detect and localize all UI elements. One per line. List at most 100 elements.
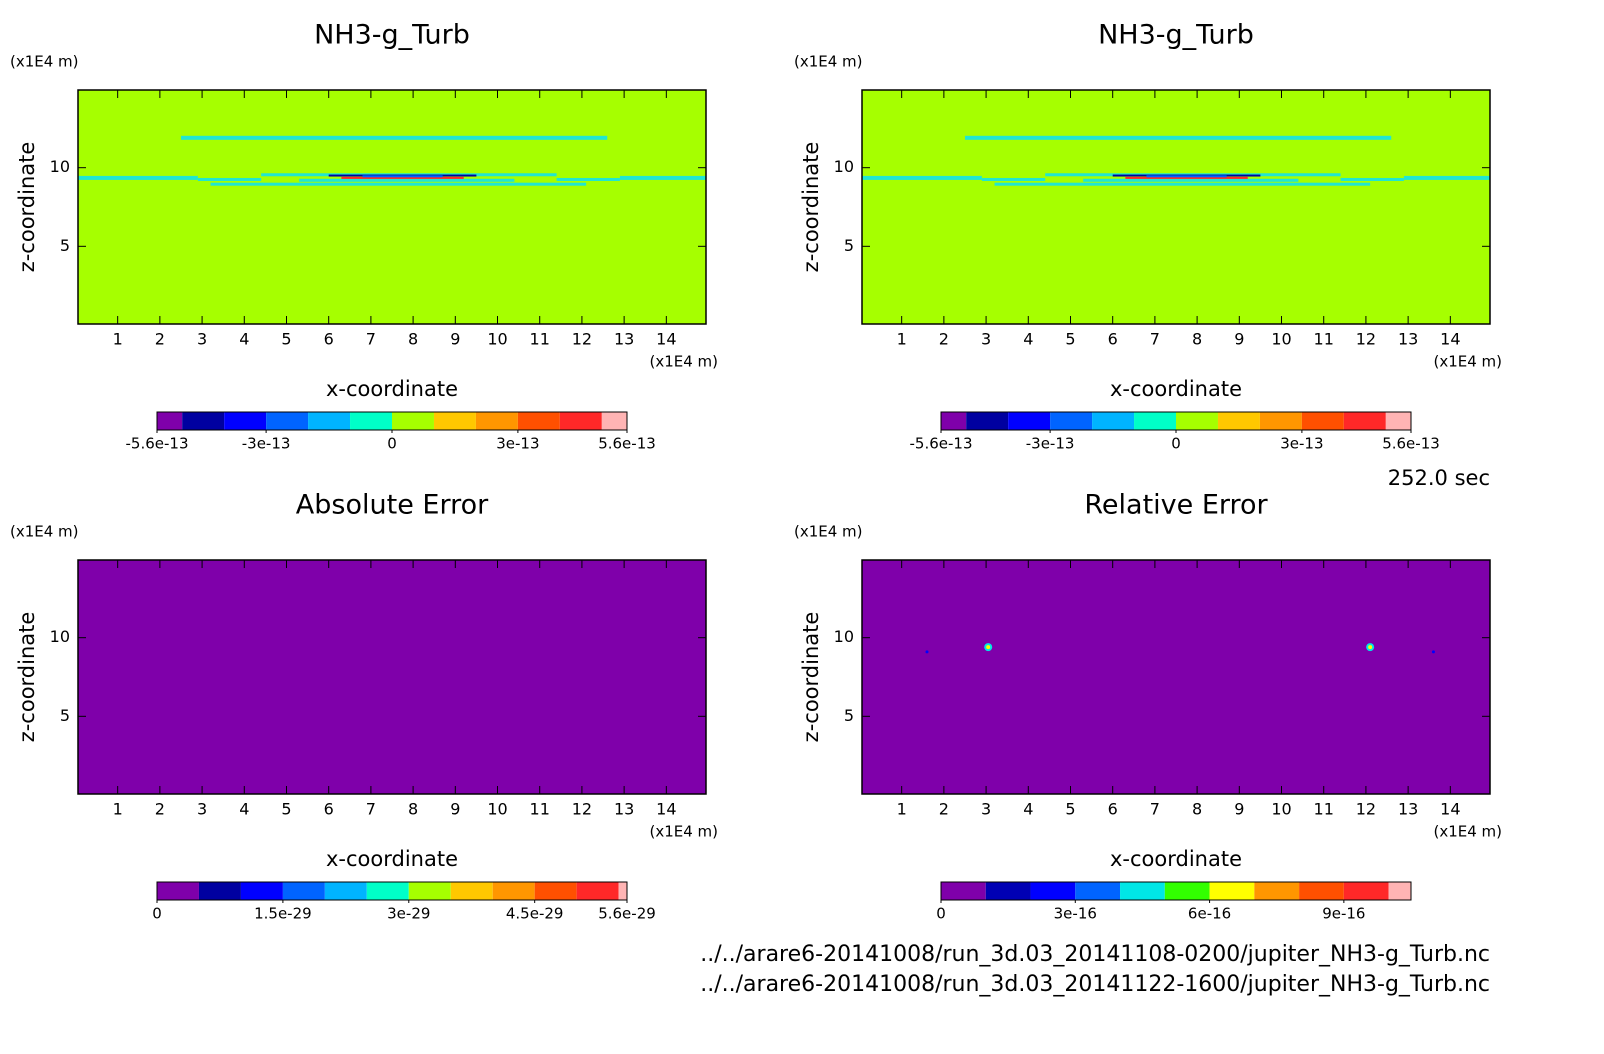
file-path: ../../arare6-20141008/run_3d.03_20141122…: [700, 972, 1490, 997]
field: [78, 90, 706, 324]
x-tick-label: 10: [1271, 330, 1291, 349]
x-tick-label: 14: [656, 330, 676, 349]
colorbar-segment: [198, 882, 241, 900]
colorbar-segment: [985, 882, 1031, 900]
colorbar-segment: [157, 412, 183, 430]
x-tick-label: 6: [1108, 330, 1118, 349]
x-tick-label: 13: [614, 330, 634, 349]
y-axis-label: z-coordinate: [799, 142, 823, 273]
colorbar-segment: [324, 882, 367, 900]
x-tick-label: 13: [1398, 800, 1418, 819]
x-tick-label: 14: [1440, 800, 1460, 819]
x-tick-label: 3: [197, 800, 207, 819]
contour-band: [619, 175, 706, 180]
x-unit: (x1E4 m): [649, 823, 718, 841]
colorbar-segment: [1259, 412, 1302, 430]
x-tick-label: 4: [239, 800, 249, 819]
contour-band: [556, 177, 620, 181]
colorbar-tick-label: -3e-13: [242, 435, 291, 453]
contour-band: [1083, 178, 1299, 182]
y-tick-label: 5: [60, 706, 70, 725]
colorbar-tick-label: 3e-13: [496, 435, 539, 453]
colorbar-frame: [156, 881, 628, 901]
plot-frame: [861, 89, 1491, 325]
x-axis-label: x-coordinate: [326, 847, 458, 871]
colorbar-tick-label: 0: [1171, 435, 1181, 453]
contour-spot: [1368, 645, 1373, 650]
colorbar-segment: [1343, 412, 1386, 430]
colorbar-segment: [1164, 882, 1210, 900]
colorbar-tick-label: -3e-13: [1026, 435, 1075, 453]
colorbar-segment: [1092, 412, 1135, 430]
x-tick-label: 2: [939, 330, 949, 349]
x-tick-label: 2: [939, 800, 949, 819]
colorbar-segment: [366, 882, 409, 900]
colorbar-segment: [1217, 412, 1260, 430]
colorbar-tick-label: 1.5e-29: [254, 905, 312, 923]
x-unit: (x1E4 m): [1433, 353, 1502, 371]
colorbar-segment: [475, 412, 518, 430]
contour-band: [78, 175, 198, 180]
x-tick-label: 9: [450, 330, 460, 349]
contour-band: [862, 175, 982, 180]
colorbar-segment: [492, 882, 535, 900]
plot-frame: [861, 559, 1491, 795]
x-tick-label: 12: [572, 800, 592, 819]
colorbar-segment: [308, 412, 351, 430]
colorbar-segment: [157, 882, 199, 900]
x-tick-label: 6: [324, 330, 334, 349]
colorbar-segment: [1388, 882, 1411, 900]
colorbar-tick-label: 0: [936, 905, 946, 923]
colorbar-segment: [1254, 882, 1300, 900]
y-unit: (x1E4 m): [794, 523, 863, 541]
colorbar-segment: [576, 882, 619, 900]
y-tick-label: 5: [844, 236, 854, 255]
panel-title: Relative Error: [1084, 490, 1268, 521]
colorbar-tick-label: -5.6e-13: [126, 435, 189, 453]
colorbar-segment: [1176, 412, 1218, 430]
colorbar-segment: [282, 882, 325, 900]
y-unit: (x1E4 m): [794, 53, 863, 71]
colorbar-segment: [517, 412, 560, 430]
x-axis-label: x-coordinate: [326, 377, 458, 401]
x-tick-label: 3: [197, 330, 207, 349]
x-tick-label: 1: [897, 800, 907, 819]
field: [78, 560, 706, 794]
y-axis-label: z-coordinate: [15, 612, 39, 743]
colorbar-tick-label: 5.6e-13: [1382, 435, 1440, 453]
y-unit: (x1E4 m): [10, 53, 79, 71]
colorbar-segment: [1385, 412, 1411, 430]
colorbar-segment: [941, 882, 986, 900]
y-tick-label: 10: [834, 627, 854, 646]
colorbar-frame: [940, 881, 1412, 901]
contour-band: [180, 135, 608, 140]
x-tick-label: 7: [366, 330, 376, 349]
contour-band: [197, 177, 262, 181]
contour-band: [1125, 176, 1248, 179]
contour-spot: [986, 645, 991, 650]
x-tick-label: 10: [1271, 800, 1291, 819]
x-tick-label: 12: [1356, 800, 1376, 819]
plot-frame: [77, 89, 707, 325]
colorbar-segment: [450, 882, 493, 900]
colorbar-segment: [224, 412, 267, 430]
x-tick-label: 5: [1065, 330, 1075, 349]
colorbar-segment: [240, 882, 283, 900]
colorbar-segment: [1299, 882, 1344, 900]
colorbar-tick-label: 3e-29: [387, 905, 430, 923]
contour-band: [362, 175, 443, 178]
x-tick-label: 11: [1314, 330, 1334, 349]
panel-title: NH3-g_Turb: [1098, 20, 1254, 51]
file-path: ../../arare6-20141008/run_3d.03_20141108…: [700, 942, 1490, 967]
x-tick-label: 7: [1150, 330, 1160, 349]
colorbar-segment: [1301, 412, 1344, 430]
x-tick-label: 4: [239, 330, 249, 349]
colorbar-segment: [941, 412, 967, 430]
colorbar-segment: [601, 412, 627, 430]
colorbar-tick-label: 9e-16: [1322, 905, 1365, 923]
colorbar-segment: [1209, 882, 1255, 900]
colorbar-segment: [534, 882, 577, 900]
colorbar-tick-label: 3e-16: [1054, 905, 1097, 923]
x-tick-label: 2: [155, 800, 165, 819]
x-tick-label: 5: [281, 330, 291, 349]
